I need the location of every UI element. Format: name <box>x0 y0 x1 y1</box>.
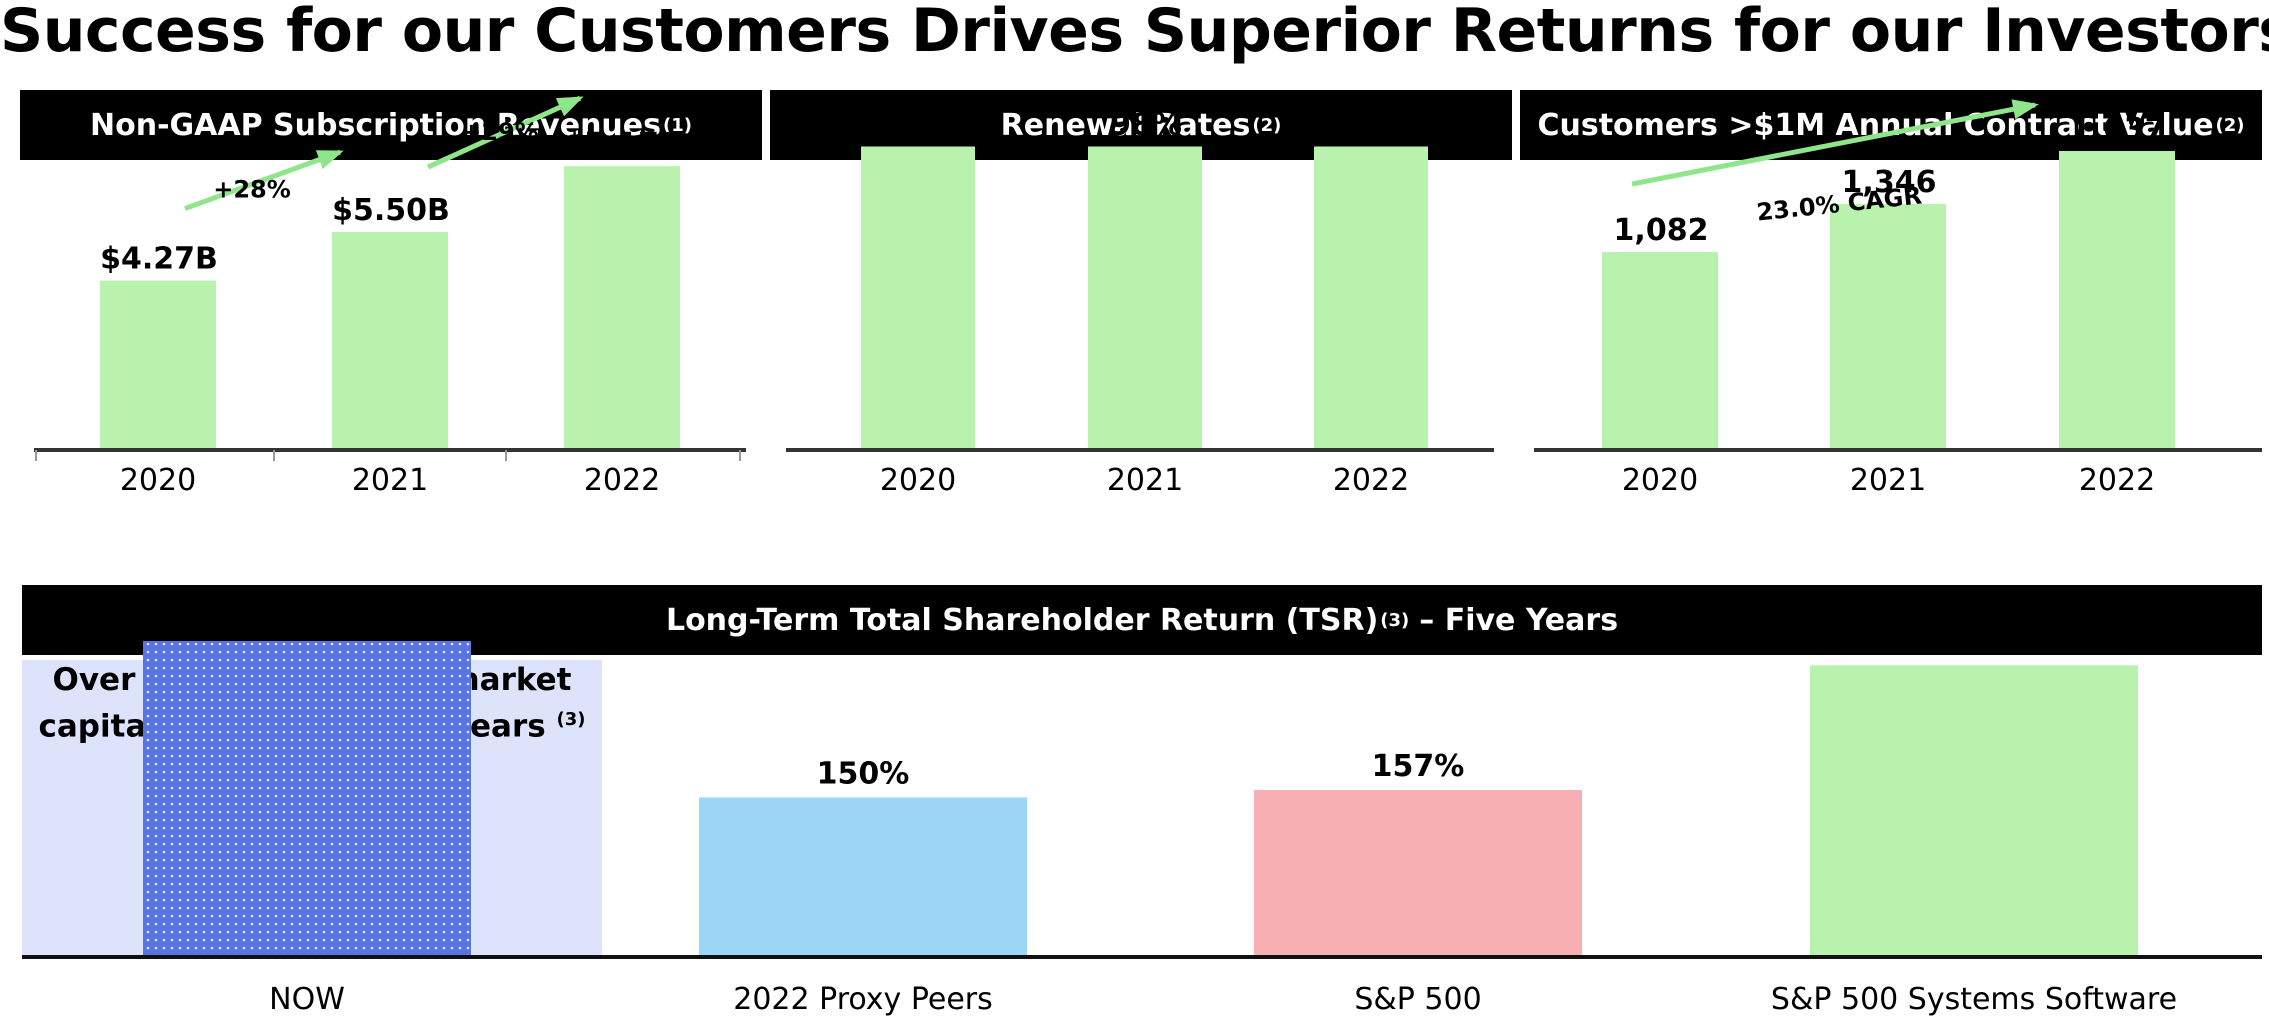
tsr-chart-footnote: (3) <box>1380 609 1410 631</box>
revenue-bar-2021 <box>332 232 448 449</box>
revenue-tick-label-2020: 2020 <box>120 463 196 498</box>
tsr-bar-0 <box>143 640 471 956</box>
tsr-tick-label-2: S&P 500 <box>1354 982 1481 1017</box>
revenue-tick-label-2022: 2022 <box>584 463 660 498</box>
revenue-bar-2022 <box>564 166 680 449</box>
customers-value-label-2022: 1,637 <box>2071 112 2166 147</box>
revenue-value-label-2021: $5.50B <box>332 193 450 228</box>
customers-value-label-2021: 1,346 <box>1842 165 1937 200</box>
tsr-value-label-2: 157% <box>1372 749 1465 784</box>
revenue-value-label-2020: $4.27B <box>100 242 218 277</box>
renewal-tick-label-2022: 2022 <box>1333 463 1409 498</box>
revenue-growth-arrow-2-head <box>555 96 584 117</box>
revenue-growth-arrow-1-head <box>315 150 344 169</box>
tsr-tick-label-0: NOW <box>269 982 345 1017</box>
customers-bar-2020 <box>1602 252 1718 449</box>
page-title: Success for our Customers Drives Superio… <box>0 0 2269 66</box>
renewal-chart-footnote: (2) <box>1252 114 1282 136</box>
revenue-value-label-2022: $7.17B <box>564 127 682 162</box>
renewal-bar-2020 <box>861 146 975 449</box>
renewal-tick-label-2020: 2020 <box>880 463 956 498</box>
revenue-growth-label-1: +28% <box>213 176 291 204</box>
renewal-chart-title: Renewal Rates <box>1000 107 1251 143</box>
customers-cagr-arrow-head <box>2011 99 2039 120</box>
renewal-bar-2021 <box>1088 146 1202 449</box>
tsr-chart-title-suffix: – Five Years <box>1419 602 1619 638</box>
customers-tick-label-2022: 2022 <box>2079 463 2155 498</box>
customers-cagr-arrow-shaft <box>1631 102 2036 187</box>
revenue-chart-header: Non-GAAP Subscription Revenues (1) <box>20 90 762 160</box>
customers-tick-label-2020: 2020 <box>1622 463 1698 498</box>
renewal-bar-2022 <box>1314 146 1428 449</box>
callout-footnote: (3) <box>556 709 586 730</box>
renewal-tick-label-2021: 2021 <box>1107 463 1183 498</box>
renewal-value-label-2021: 98% <box>1110 107 1182 142</box>
revenue-chart-footnote: (1) <box>662 114 692 136</box>
tsr-chart-title: Long-Term Total Shareholder Return (TSR) <box>665 602 1379 638</box>
customers-bar-2022 <box>2059 150 2175 449</box>
revenue-growth-arrow-2-shaft <box>426 95 582 170</box>
revenue-tick-label-2021: 2021 <box>352 463 428 498</box>
customers-value-label-2020: 1,082 <box>1614 213 1709 248</box>
revenue-growth-label-2: +29% <box>461 118 539 146</box>
tsr-tick-label-3: S&P 500 Systems Software <box>1771 982 2177 1017</box>
revenue-bar-2020 <box>100 280 216 449</box>
customers-chart-footnote: (2) <box>2215 114 2245 136</box>
tsr-bar-3 <box>1810 665 2138 956</box>
tsr-tick-label-1: 2022 Proxy Peers <box>733 982 993 1017</box>
tsr-bar-1 <box>699 797 1027 956</box>
renewal-value-label-2020: 98% <box>883 107 955 142</box>
tsr-bar-2 <box>1254 790 1582 956</box>
customers-tick-label-2021: 2021 <box>1850 463 1926 498</box>
revenue-growth-arrow-1-shaft <box>184 149 341 211</box>
tsr-value-label-1: 150% <box>817 756 910 791</box>
renewal-value-label-2022: 98% <box>1336 107 1408 142</box>
customers-bar-2021 <box>1830 203 1946 449</box>
tsr-value-label-3: 275% <box>1928 624 2021 659</box>
tsr-value-label-0: 298% <box>261 600 354 635</box>
